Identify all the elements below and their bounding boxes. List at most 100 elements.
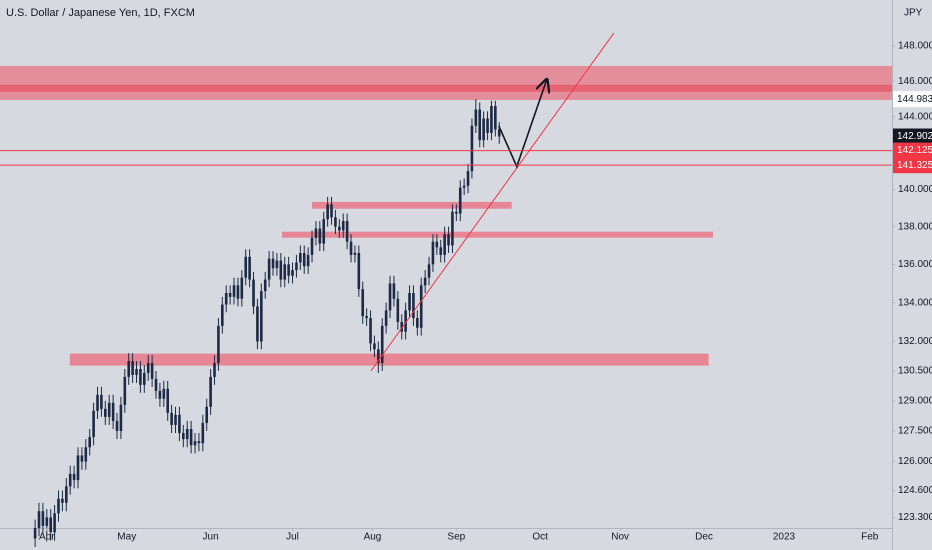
- y-tick-label: 129.000: [898, 395, 932, 406]
- price-label-box: [893, 157, 932, 174]
- candle-body: [357, 252, 361, 290]
- candle-body: [490, 106, 493, 133]
- candle-body: [271, 258, 275, 269]
- y-tick-label: 146.000: [898, 76, 932, 87]
- price-label: 142.125: [897, 145, 932, 156]
- y-tick-label: 148.000: [898, 41, 932, 52]
- candle-body: [279, 260, 283, 280]
- x-tick-label: Jun: [203, 532, 219, 543]
- candle-body: [474, 109, 478, 126]
- candle-body: [201, 422, 205, 444]
- x-tick-label: 2023: [773, 532, 796, 543]
- candle-body: [330, 204, 333, 218]
- candle-body: [396, 298, 400, 322]
- x-tick-label: May: [117, 532, 136, 543]
- candle-body: [314, 228, 318, 238]
- candle-body: [131, 361, 134, 375]
- candle-body: [275, 260, 279, 269]
- candle-body: [361, 289, 365, 317]
- price-label-box: [893, 128, 932, 145]
- price-label: 141.325: [897, 160, 932, 171]
- candle-body: [193, 441, 197, 446]
- candle-body: [244, 256, 248, 278]
- y-tick-label: 123.300: [898, 512, 932, 523]
- candle-body: [302, 252, 306, 267]
- candle-body: [373, 343, 376, 350]
- candle-body: [221, 304, 224, 326]
- candle-body: [306, 254, 310, 267]
- axes: 123.300 124.600 126.000 127.500 129.000 130.5…: [39, 41, 932, 543]
- candle-body: [369, 318, 372, 344]
- candle-body: [427, 264, 431, 278]
- candle-body: [384, 310, 388, 326]
- candle-body: [33, 528, 37, 539]
- candle-body: [119, 404, 123, 432]
- candle-body: [236, 285, 240, 299]
- candle-body: [205, 406, 209, 423]
- y-tick-label: 144.000: [898, 111, 932, 122]
- candle-body: [240, 277, 244, 299]
- candle-body: [447, 234, 450, 246]
- candle-body: [162, 388, 166, 399]
- zone: [69, 353, 709, 366]
- candle-body: [416, 318, 419, 328]
- y-tick-label: 138.000: [898, 221, 932, 232]
- candle-body: [76, 455, 80, 481]
- candle-body: [455, 211, 458, 214]
- zone: [0, 84, 892, 92]
- candle-body: [84, 447, 88, 462]
- candle-body: [345, 221, 349, 242]
- x-tick-label: Dec: [695, 532, 713, 543]
- candle-body: [92, 410, 95, 438]
- candle-body: [287, 264, 290, 276]
- y-tick-label: 126.000: [898, 456, 932, 467]
- candle-body: [497, 129, 501, 137]
- candle-body: [139, 368, 142, 385]
- y-axis-label: JPY: [904, 8, 923, 19]
- candle-body: [80, 455, 84, 462]
- candle-body: [150, 363, 154, 379]
- trendline: [370, 32, 615, 372]
- candle-body: [322, 219, 326, 244]
- candle-body: [224, 292, 228, 305]
- price-label-box: [893, 142, 932, 159]
- candle-body: [49, 517, 53, 533]
- candle-body: [232, 285, 236, 297]
- candle-body: [166, 388, 170, 413]
- candle-body: [431, 241, 435, 265]
- candle-body: [213, 363, 216, 377]
- candle-body: [104, 408, 107, 417]
- candle-body: [41, 511, 45, 526]
- candle-body: [115, 420, 119, 432]
- price-label: 144.983: [897, 94, 932, 105]
- candle-body: [326, 204, 329, 220]
- candle-body: [470, 125, 474, 172]
- candle-body: [283, 264, 287, 280]
- zone: [0, 65, 892, 100]
- candle-body: [466, 171, 470, 186]
- x-tick-label: Sep: [447, 532, 465, 543]
- candle-body: [341, 221, 345, 231]
- candle-body: [135, 368, 138, 375]
- x-tick-label: Apr: [39, 532, 55, 543]
- candle-body: [423, 277, 427, 286]
- candle-body: [388, 283, 392, 311]
- y-tick-label: 136.000: [898, 259, 932, 270]
- candle-body: [353, 252, 357, 255]
- y-tick-label: 134.000: [898, 297, 932, 308]
- y-tick-label: 130.500: [898, 366, 932, 377]
- candle-body: [185, 428, 189, 440]
- price-label-box: [893, 91, 932, 108]
- candle-body: [45, 517, 49, 526]
- candle-body: [197, 441, 201, 444]
- candle-body: [408, 292, 411, 311]
- candle-body: [486, 118, 489, 133]
- chart-title: U.S. Dollar / Japanese Yen, 1D, FXCM: [6, 7, 195, 19]
- candle-body: [365, 316, 368, 319]
- candle-body: [100, 394, 103, 409]
- candle-body: [443, 234, 446, 255]
- candle-body: [209, 376, 212, 407]
- candle-body: [37, 511, 41, 528]
- candle-body: [256, 306, 259, 342]
